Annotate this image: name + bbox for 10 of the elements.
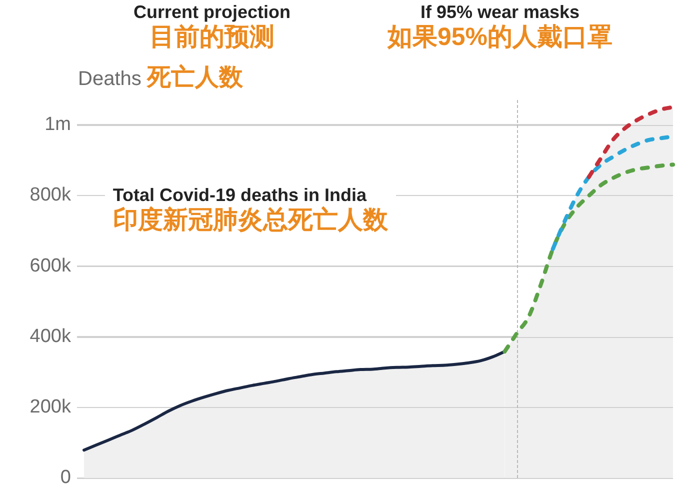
text: Current projection 目前的预测 xyxy=(134,2,291,52)
annotation: Total Covid-19 deaths in India 印度新冠肺炎总死亡人数 xyxy=(112,185,388,234)
y-tick-label: 600k xyxy=(30,255,72,276)
y-axis-title: Deaths 死亡人数 xyxy=(78,64,243,91)
y-tick-label: 0 xyxy=(60,467,71,488)
y-tick-label: 400k xyxy=(30,326,72,347)
text: If 95% wear masks 如果95%的人戴口罩 xyxy=(388,2,613,52)
y-tick-label: 800k xyxy=(30,184,72,206)
y-tick-label: 200k xyxy=(30,396,72,418)
y-tick-label: 1m xyxy=(44,114,71,135)
